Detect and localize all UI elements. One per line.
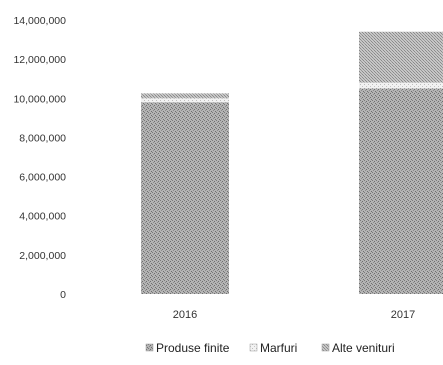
y-tick-label: 2,000,000 (19, 250, 66, 262)
bar-2017-marfuri (359, 82, 443, 89)
y-tick-label: 14,000,000 (13, 15, 66, 27)
legend-swatch (249, 343, 258, 352)
legend-label: Alte venituri (332, 341, 395, 355)
legend-item-produse: Produse finite (145, 341, 230, 355)
legend-swatch (145, 343, 154, 352)
bars (141, 31, 443, 294)
y-tick-label: 4,000,000 (19, 211, 66, 223)
legend-label: Marfuri (260, 341, 297, 355)
bar-2017-produse (359, 88, 443, 294)
y-tick-label: 10,000,000 (13, 93, 66, 105)
y-tick-label: 12,000,000 (13, 54, 66, 66)
y-axis: 0 2,000,000 4,000,000 6,000,000 8,000,000 10,… (13, 15, 66, 301)
y-tick-label: 0 (60, 289, 66, 301)
bar-2017-alte (359, 31, 443, 83)
y-tick-label: 8,000,000 (19, 132, 66, 144)
legend: Produse finite Marfuri Alte venituri (145, 341, 395, 355)
x-tick-label: 2017 (391, 309, 415, 321)
bar-2016-produse (141, 102, 229, 294)
bar-2016-marfuri (141, 98, 229, 103)
x-axis: 2016 2017 (173, 309, 415, 321)
x-tick-label: 2016 (173, 309, 197, 321)
y-tick-label: 6,000,000 (19, 172, 66, 184)
bar-2016-alte (141, 93, 229, 99)
legend-label: Produse finite (156, 341, 230, 355)
legend-item-marfuri: Marfuri (249, 341, 297, 355)
legend-swatch (321, 343, 330, 352)
legend-item-alte: Alte venituri (321, 341, 395, 355)
